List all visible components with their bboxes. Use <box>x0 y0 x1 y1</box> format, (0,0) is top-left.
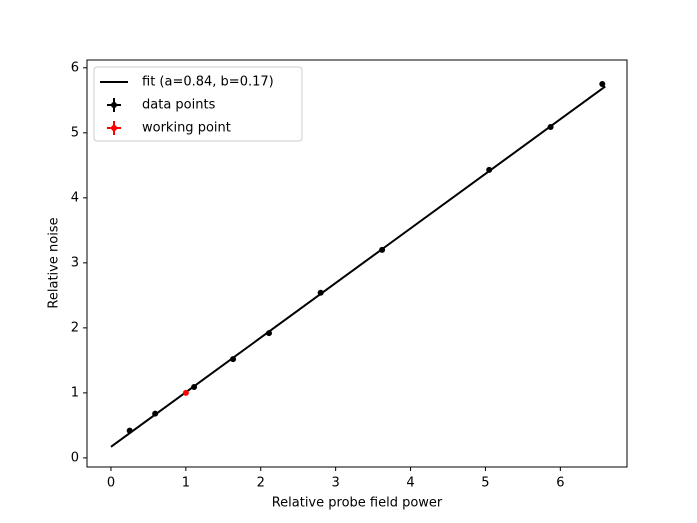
y-tick-label: 4 <box>71 190 79 205</box>
legend-label: data points <box>142 98 216 113</box>
y-tick-label: 1 <box>71 385 79 400</box>
y-tick-label: 0 <box>71 450 79 465</box>
x-tick-label: 5 <box>481 476 489 491</box>
legend-label: fit (a=0.84, b=0.17) <box>142 75 274 90</box>
x-tick-label: 0 <box>107 476 115 491</box>
x-tick-label: 6 <box>556 476 564 491</box>
data-point <box>182 389 189 396</box>
y-axis-label: Relative noise <box>47 217 62 308</box>
data-point <box>547 123 554 130</box>
legend-marker <box>111 125 117 131</box>
y-tick-label: 3 <box>71 255 79 270</box>
data-point <box>265 330 272 337</box>
legend-box <box>93 66 303 142</box>
x-tick-label: 1 <box>182 476 190 491</box>
data-point <box>230 356 237 363</box>
data-point <box>191 384 198 391</box>
y-tick-label: 5 <box>71 125 79 140</box>
data-point <box>152 410 159 417</box>
data-point <box>126 427 133 434</box>
legend-label: working point <box>142 121 231 136</box>
data-point <box>486 166 493 173</box>
data-point <box>379 246 386 253</box>
data-point <box>317 289 324 296</box>
x-axis-label: Relative probe field power <box>272 496 443 511</box>
y-tick-label: 2 <box>71 320 79 335</box>
legend-marker <box>111 102 117 108</box>
y-tick-label: 6 <box>71 60 79 75</box>
plot-frame <box>86 59 628 468</box>
x-tick-label: 4 <box>406 476 414 491</box>
x-tick-label: 2 <box>257 476 265 491</box>
x-tick-label: 3 <box>332 476 340 491</box>
data-point <box>599 81 606 88</box>
